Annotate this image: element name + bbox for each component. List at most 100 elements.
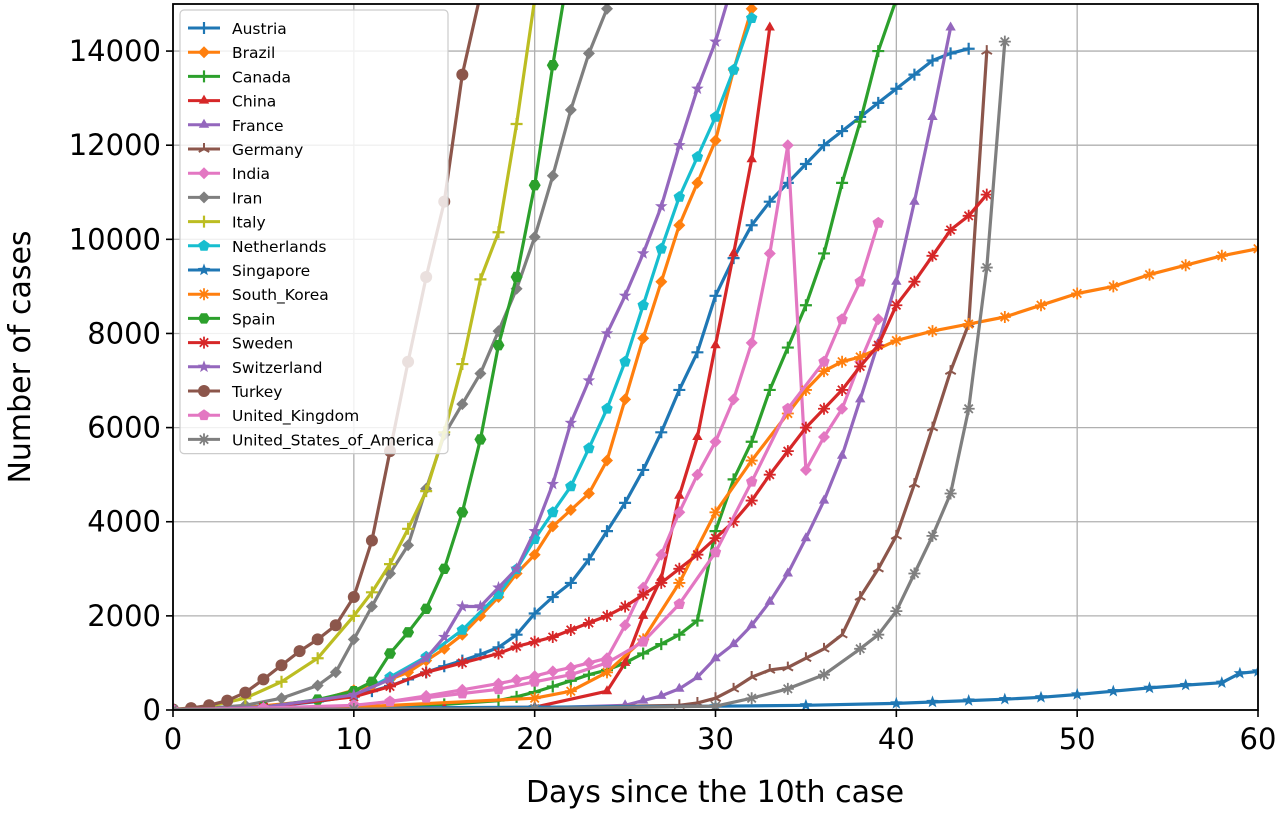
data-point <box>799 698 813 710</box>
legend-item: Canada <box>188 68 291 86</box>
data-point <box>746 475 758 487</box>
data-point <box>618 289 632 302</box>
data-point <box>583 442 595 454</box>
y-tick-label: 0 <box>143 693 161 727</box>
data-point <box>998 35 1011 48</box>
data-point <box>420 485 433 498</box>
data-point <box>691 548 704 561</box>
legend-marker <box>197 263 211 276</box>
data-point <box>365 600 378 613</box>
data-point <box>673 138 686 151</box>
legend-item: Spain <box>188 310 275 328</box>
data-point <box>818 402 830 415</box>
data-point <box>998 692 1012 705</box>
data-point <box>655 576 668 589</box>
legend-item: Germany <box>188 141 303 159</box>
data-point <box>1143 268 1156 281</box>
data-point <box>944 223 957 236</box>
data-point <box>781 445 794 458</box>
series-line-france <box>173 25 953 710</box>
data-point <box>329 619 342 632</box>
data-point <box>836 355 849 368</box>
data-point <box>619 619 632 632</box>
data-point <box>781 176 794 189</box>
data-point <box>582 668 595 681</box>
legend-marker <box>198 46 210 59</box>
data-point <box>546 631 559 644</box>
data-point <box>709 506 722 519</box>
data-point <box>709 111 722 122</box>
data-point <box>709 35 722 47</box>
data-point <box>836 449 848 459</box>
data-point <box>1179 259 1192 272</box>
data-point <box>564 661 577 674</box>
data-point <box>746 619 757 629</box>
data-point <box>582 47 595 60</box>
data-point <box>402 627 415 638</box>
legend-label: China <box>232 93 276 111</box>
data-point <box>565 480 577 492</box>
data-point <box>926 695 939 708</box>
data-point <box>546 477 559 490</box>
data-point <box>962 318 975 331</box>
data-point <box>638 694 649 704</box>
y-tick-label: 12000 <box>69 128 161 162</box>
data-point <box>420 691 432 703</box>
data-point <box>745 435 758 448</box>
data-point <box>836 383 849 396</box>
data-point <box>601 685 613 695</box>
data-point <box>1251 664 1258 677</box>
data-point <box>564 623 577 636</box>
data-point <box>492 683 505 695</box>
y-tick-label: 2000 <box>87 599 161 633</box>
data-point <box>781 139 794 152</box>
data-point <box>908 275 921 288</box>
data-point <box>709 435 722 448</box>
data-point <box>582 656 595 669</box>
data-point <box>890 82 903 95</box>
data-point <box>764 595 775 605</box>
legend-marker <box>198 336 210 349</box>
data-point <box>836 628 848 639</box>
data-point <box>836 402 849 415</box>
data-point <box>872 96 885 109</box>
data-point <box>619 496 632 509</box>
data-point <box>492 226 505 239</box>
data-point <box>329 666 342 679</box>
data-point <box>456 398 469 411</box>
data-point <box>781 341 794 354</box>
data-point <box>745 494 758 507</box>
data-point <box>854 591 866 601</box>
data-point <box>619 393 632 406</box>
legend-label: Switzerland <box>232 359 322 377</box>
data-point <box>673 562 686 575</box>
x-axis-label: Days since the 10th case <box>526 775 904 810</box>
data-point <box>745 454 758 467</box>
legend-label: Spain <box>232 310 275 328</box>
data-point <box>782 567 793 577</box>
legend-item: Switzerland <box>188 359 322 377</box>
legend-label: United_Kingdom <box>232 407 359 426</box>
legend-marker <box>198 215 210 228</box>
data-point <box>962 42 975 55</box>
y-tick-label: 8000 <box>87 316 161 350</box>
data-point <box>962 694 975 706</box>
legend-marker <box>198 22 210 34</box>
data-point <box>691 346 704 359</box>
legend-item: Singapore <box>188 262 310 280</box>
data-point <box>944 487 957 500</box>
series-spain <box>173 4 565 710</box>
legend-item: Iran <box>188 189 262 207</box>
data-point <box>908 567 921 580</box>
data-point <box>619 656 631 666</box>
legend-item: India <box>188 165 270 183</box>
data-point <box>781 682 794 695</box>
data-point <box>745 4 758 15</box>
data-point <box>727 393 740 406</box>
data-point <box>728 247 739 257</box>
data-point <box>891 275 902 285</box>
legend-marker <box>198 167 210 180</box>
data-point <box>799 158 812 171</box>
data-point <box>673 506 686 519</box>
data-point <box>510 562 523 575</box>
